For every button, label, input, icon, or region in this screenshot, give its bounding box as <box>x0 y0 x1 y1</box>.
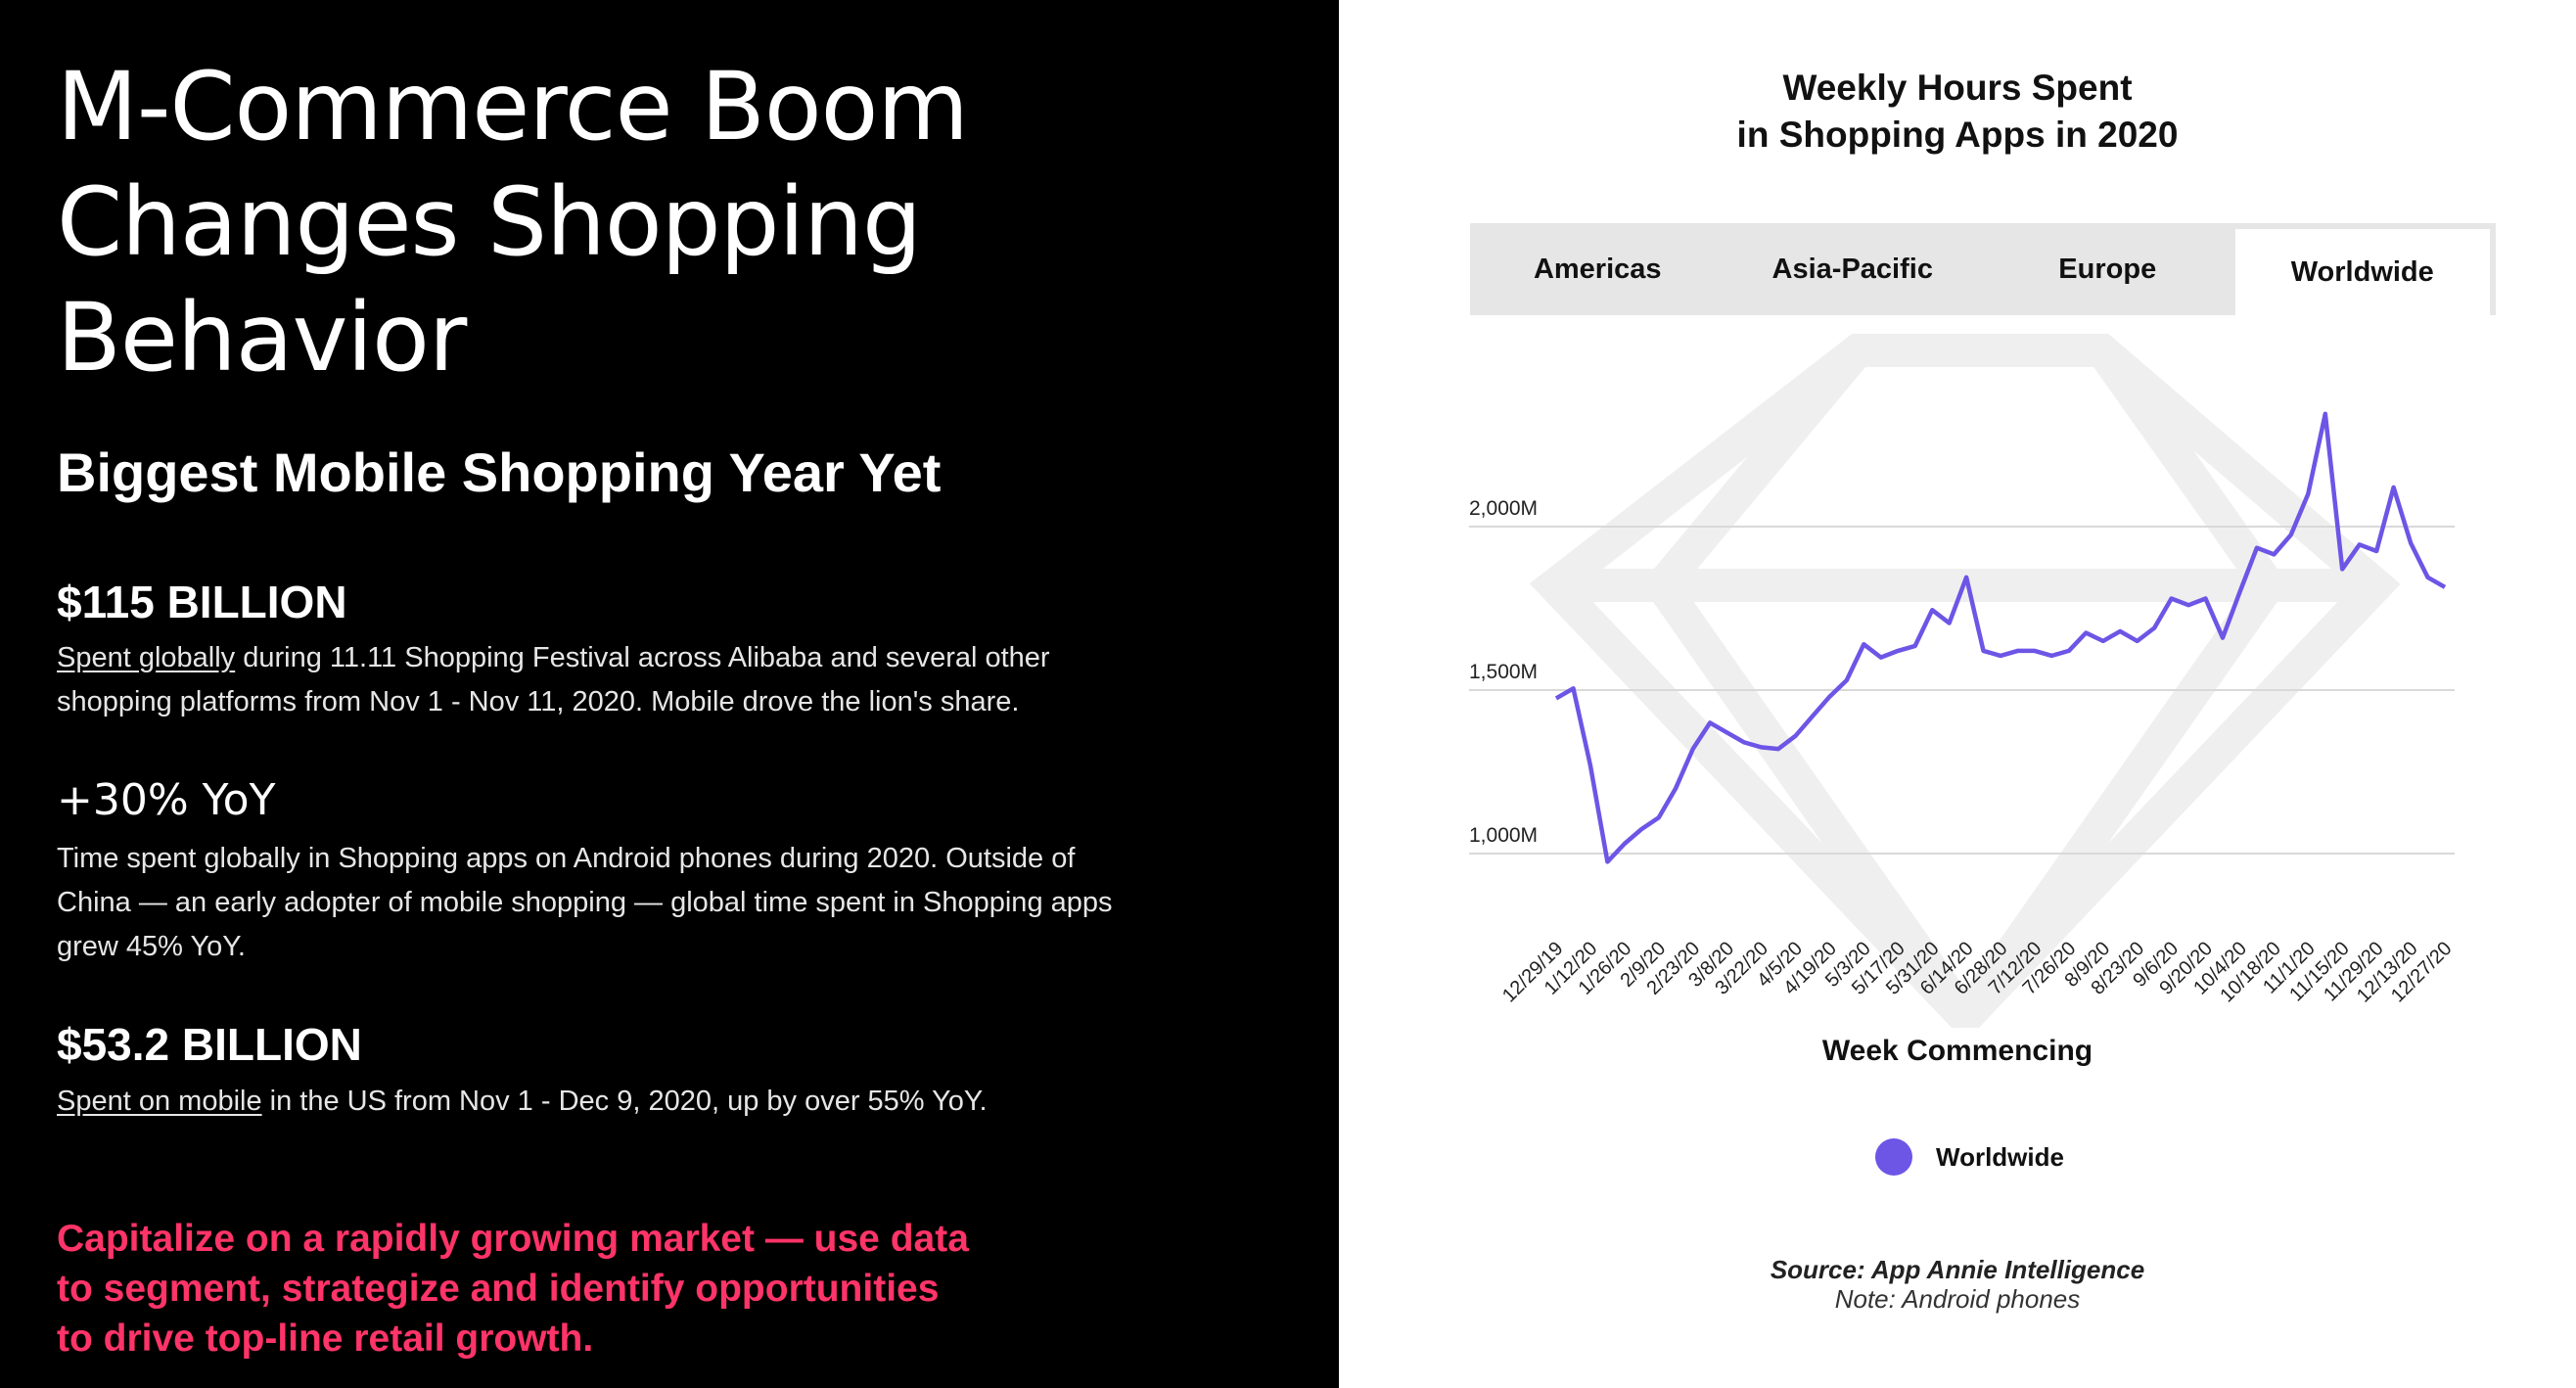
watermark-logo <box>1529 334 2401 1028</box>
title-line: Behavior <box>57 283 467 393</box>
stat-yoy-description: Time spent globally in Shopping apps on … <box>57 843 1113 962</box>
chart-title-line: Weekly Hours Spent <box>1782 68 2133 108</box>
y-tick-label: 1,500M <box>1469 661 1538 683</box>
series-line-worldwide <box>1554 411 2447 864</box>
y-tick-label: 1,000M <box>1469 824 1538 847</box>
stat-53-billion: $53.2 BILLION <box>57 1019 362 1070</box>
title-line: Changes Shopping <box>57 167 922 277</box>
subheading: Biggest Mobile Shopping Year Yet <box>57 441 942 503</box>
legend-swatch <box>1875 1138 1912 1176</box>
cta-line: Capitalize on a rapidly growing market —… <box>57 1218 969 1260</box>
spent-globally-link[interactable]: Spent globally <box>57 642 236 673</box>
stat-115-billion: $115 BILLION <box>57 577 347 627</box>
call-to-action: Capitalize on a rapidly growing market —… <box>57 1214 1035 1364</box>
chart-title-line: in Shopping Apps in 2020 <box>1736 115 2179 155</box>
tab-americas[interactable]: Americas <box>1533 253 1662 285</box>
title-line: M-Commerce Boom <box>57 52 969 162</box>
x-axis-title: Week Commencing <box>1821 1035 2093 1067</box>
tab-worldwide[interactable]: Worldwide <box>2234 223 2496 315</box>
stat-yoy: +30% YoY <box>57 775 276 825</box>
page-title: M-Commerce Boom Changes Shopping Behavio… <box>57 49 1231 395</box>
chart-panel: Weekly Hours Spent in Shopping Apps in 2… <box>1339 0 2576 1388</box>
chart-title: Weekly Hours Spent in Shopping Apps in 2… <box>1339 65 2576 159</box>
note-text: Note: Android phones <box>1834 1284 2081 1314</box>
spent-on-mobile-link[interactable]: Spent on mobile <box>57 1086 262 1117</box>
y-tick-label: 2,000M <box>1469 497 1538 520</box>
stat-115-description: Spent globally during 11.11 Shopping Fes… <box>57 636 1133 724</box>
cta-line: to segment, strategize and identify oppo… <box>57 1268 940 1310</box>
stat-53-description: Spent on mobile in the US from Nov 1 - D… <box>57 1080 1133 1124</box>
tab-europe[interactable]: Europe <box>2058 253 2157 285</box>
stat-115-text: during 11.11 Shopping Festival across Al… <box>57 642 1050 717</box>
series-worldwide <box>1554 411 2447 864</box>
region-tabs: Americas Asia-Pacific Europe Worldwide <box>1470 223 2496 315</box>
source-text: Source: App Annie Intelligence <box>1770 1255 2145 1284</box>
stat-53-text: in the US from Nov 1 - Dec 9, 2020, up b… <box>261 1086 988 1117</box>
grid-lines <box>1469 526 2455 855</box>
legend-label-worldwide: Worldwide <box>1936 1141 2064 1172</box>
tab-asia-pacific[interactable]: Asia-Pacific <box>1771 253 1933 285</box>
info-panel: M-Commerce Boom Changes Shopping Behavio… <box>0 0 1339 1388</box>
cta-line: to drive top-line retail growth. <box>57 1318 594 1360</box>
y-axis: 1,000M 1,500M 2,000M <box>1469 497 1538 847</box>
legend[interactable]: Worldwide <box>1875 1138 2064 1176</box>
